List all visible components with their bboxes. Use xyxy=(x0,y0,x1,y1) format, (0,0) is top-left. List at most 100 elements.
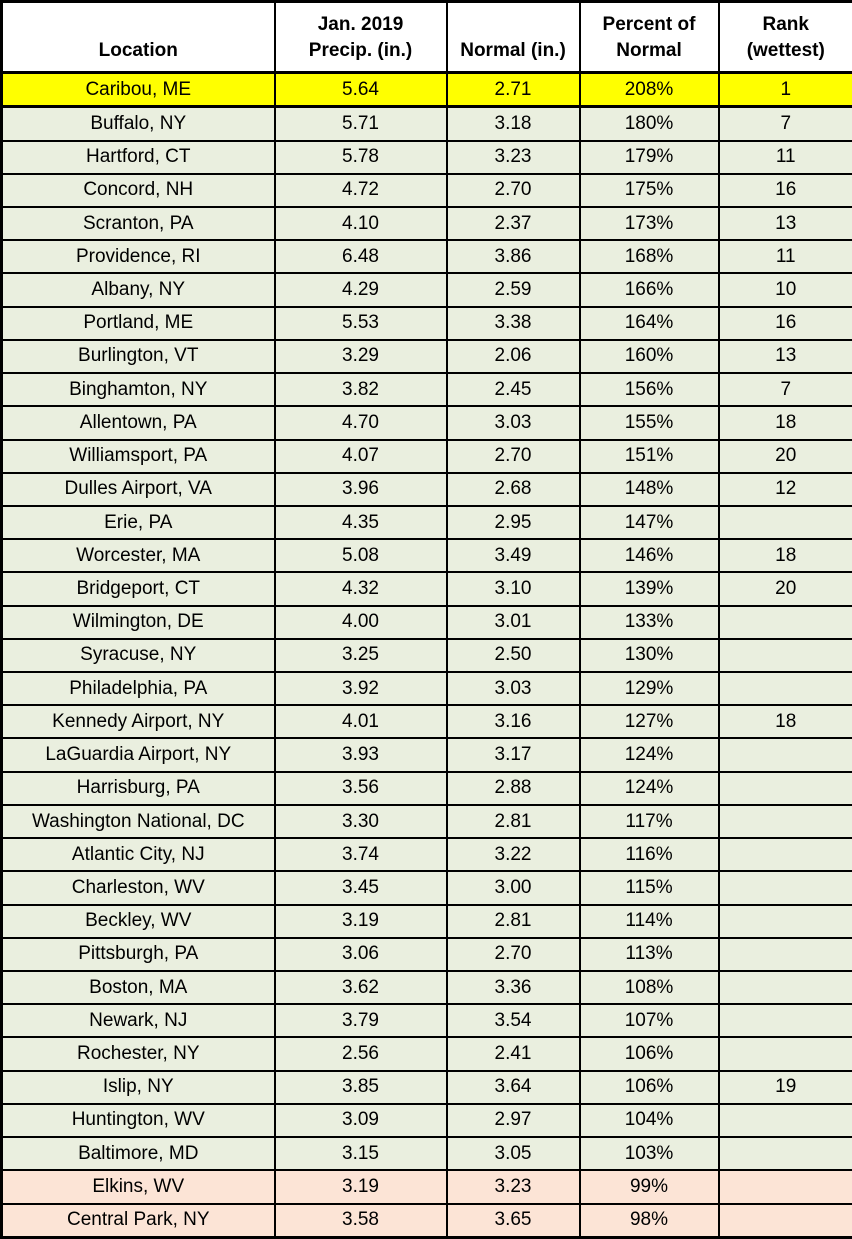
cell-rank: 13 xyxy=(717,338,852,375)
cell-percent: 103% xyxy=(578,1136,720,1172)
cell-precip: 4.10 xyxy=(273,205,448,242)
cell-percent: 208% xyxy=(578,70,720,109)
table-row: Concord, NH 4.72 2.70 175% 16 xyxy=(0,172,852,208)
column-header-rank: Rank (wettest) xyxy=(717,0,852,74)
cell-normal: 3.38 xyxy=(445,305,581,341)
cell-normal: 2.59 xyxy=(445,272,581,308)
cell-precip: 4.29 xyxy=(273,272,448,308)
table-body: Caribou, ME 5.64 2.71 208% 1 Buffalo, NY 5.71 3… xyxy=(0,70,852,1239)
cell-location: Pittsburgh, PA xyxy=(0,936,276,973)
cell-location: Atlantic City, NJ xyxy=(0,837,276,873)
cell-location: Kennedy Airport, NY xyxy=(0,704,276,740)
cell-precip: 3.82 xyxy=(273,372,448,408)
cell-percent: 147% xyxy=(578,504,720,541)
cell-normal: 2.50 xyxy=(445,637,581,674)
cell-rank xyxy=(717,1003,852,1039)
cell-location: Hartford, CT xyxy=(0,139,276,175)
cell-precip: 5.71 xyxy=(273,105,448,142)
cell-location: Albany, NY xyxy=(0,272,276,308)
cell-precip: 3.96 xyxy=(273,471,448,507)
cell-location: Allentown, PA xyxy=(0,405,276,441)
cell-percent: 129% xyxy=(578,671,720,707)
cell-rank xyxy=(717,604,852,640)
cell-percent: 130% xyxy=(578,637,720,674)
cell-location: Scranton, PA xyxy=(0,205,276,242)
cell-percent: 155% xyxy=(578,405,720,441)
cell-precip: 3.74 xyxy=(273,837,448,873)
header-line: Normal (in.) xyxy=(460,40,566,62)
table-row: LaGuardia Airport, NY 3.93 3.17 124% xyxy=(0,737,852,773)
cell-normal: 3.36 xyxy=(445,969,581,1006)
table-row: Burlington, VT 3.29 2.06 160% 13 xyxy=(0,338,852,375)
cell-precip: 3.15 xyxy=(273,1136,448,1172)
cell-rank: 12 xyxy=(717,471,852,507)
cell-location: Syracuse, NY xyxy=(0,637,276,674)
cell-precip: 3.58 xyxy=(273,1202,448,1239)
cell-precip: 5.78 xyxy=(273,139,448,175)
cell-rank xyxy=(717,1169,852,1205)
table-row: Rochester, NY 2.56 2.41 106% xyxy=(0,1036,852,1072)
cell-location: Worcester, MA xyxy=(0,538,276,574)
cell-rank: 19 xyxy=(717,1069,852,1105)
cell-normal: 2.41 xyxy=(445,1036,581,1072)
cell-precip: 4.00 xyxy=(273,604,448,640)
cell-normal: 2.06 xyxy=(445,338,581,375)
cell-precip: 3.09 xyxy=(273,1102,448,1139)
cell-normal: 3.03 xyxy=(445,405,581,441)
cell-percent: 113% xyxy=(578,936,720,973)
cell-precip: 4.01 xyxy=(273,704,448,740)
table-row: Huntington, WV 3.09 2.97 104% xyxy=(0,1102,852,1139)
cell-rank: 16 xyxy=(717,305,852,341)
table-row: Baltimore, MD 3.15 3.05 103% xyxy=(0,1136,852,1172)
cell-normal: 3.00 xyxy=(445,870,581,906)
cell-percent: 168% xyxy=(578,239,720,275)
cell-location: Buffalo, NY xyxy=(0,105,276,142)
cell-normal: 3.03 xyxy=(445,671,581,707)
cell-precip: 4.70 xyxy=(273,405,448,441)
cell-normal: 2.68 xyxy=(445,471,581,507)
header-line: Jan. 2019 xyxy=(317,13,404,35)
table-row: Charleston, WV 3.45 3.00 115% xyxy=(0,870,852,906)
cell-precip: 3.85 xyxy=(273,1069,448,1105)
cell-location: Central Park, NY xyxy=(0,1202,276,1239)
cell-normal: 2.70 xyxy=(445,438,581,474)
column-header-location: Location xyxy=(0,0,276,74)
cell-percent: 107% xyxy=(578,1003,720,1039)
table-row: Caribou, ME 5.64 2.71 208% 1 xyxy=(0,70,852,109)
cell-rank xyxy=(717,1136,852,1172)
cell-rank xyxy=(717,737,852,773)
cell-percent: 160% xyxy=(578,338,720,375)
cell-normal: 3.23 xyxy=(445,1169,581,1205)
cell-normal: 3.05 xyxy=(445,1136,581,1172)
cell-precip: 3.06 xyxy=(273,936,448,973)
cell-precip: 6.48 xyxy=(273,239,448,275)
cell-rank: 7 xyxy=(717,372,852,408)
cell-rank: 11 xyxy=(717,239,852,275)
cell-rank xyxy=(717,969,852,1006)
cell-precip: 4.07 xyxy=(273,438,448,474)
table-row: Washington National, DC 3.30 2.81 117% xyxy=(0,803,852,840)
cell-precip: 3.45 xyxy=(273,870,448,906)
cell-rank xyxy=(717,936,852,973)
cell-percent: 124% xyxy=(578,770,720,806)
table-row: Hartford, CT 5.78 3.23 179% 11 xyxy=(0,139,852,175)
column-header-normal: Normal (in.) xyxy=(445,0,581,74)
cell-percent: 115% xyxy=(578,870,720,906)
cell-normal: 3.86 xyxy=(445,239,581,275)
cell-location: Washington National, DC xyxy=(0,803,276,840)
cell-rank: 20 xyxy=(717,571,852,607)
table-row: Portland, ME 5.53 3.38 164% 16 xyxy=(0,305,852,341)
table-row: Kennedy Airport, NY 4.01 3.16 127% 18 xyxy=(0,704,852,740)
table-row: Erie, PA 4.35 2.95 147% xyxy=(0,504,852,541)
cell-rank: 18 xyxy=(717,405,852,441)
cell-percent: 99% xyxy=(578,1169,720,1205)
table-row: Islip, NY 3.85 3.64 106% 19 xyxy=(0,1069,852,1105)
cell-normal: 3.54 xyxy=(445,1003,581,1039)
table-row: Worcester, MA 5.08 3.49 146% 18 xyxy=(0,538,852,574)
cell-rank: 18 xyxy=(717,538,852,574)
cell-location: Islip, NY xyxy=(0,1069,276,1105)
header-line: (wettest) xyxy=(746,40,825,62)
cell-precip: 3.19 xyxy=(273,1169,448,1205)
header-line: Percent of xyxy=(602,13,696,35)
